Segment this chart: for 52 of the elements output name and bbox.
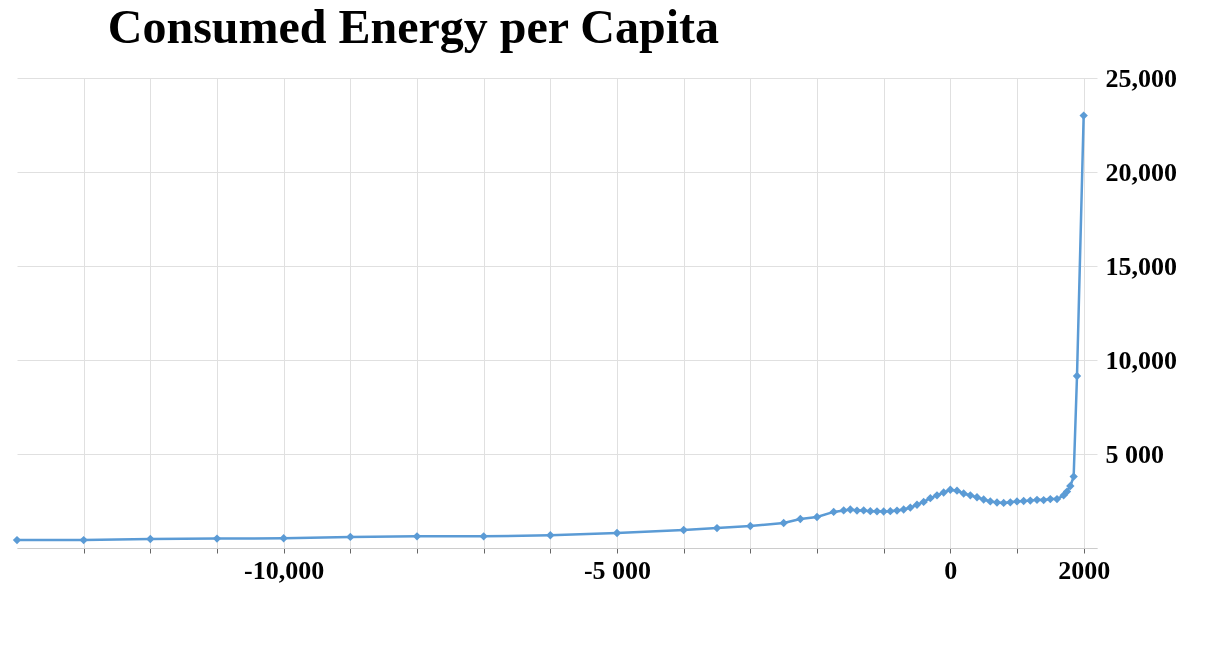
point [346, 532, 355, 542]
point [1066, 481, 1075, 491]
point [939, 488, 948, 497]
y-tick-label: 15,000 [1105, 251, 1177, 281]
point [412, 532, 422, 541]
point [212, 534, 222, 543]
point [932, 491, 942, 500]
point [899, 505, 908, 514]
point [546, 531, 555, 540]
point [679, 525, 688, 535]
point [1039, 495, 1048, 505]
point [1026, 496, 1035, 505]
point [812, 512, 822, 522]
point [1059, 491, 1068, 500]
point [146, 534, 155, 544]
point [1006, 498, 1015, 507]
point [829, 507, 838, 517]
point [79, 535, 88, 545]
point [946, 485, 955, 494]
x-tick-label: 2000 [1058, 555, 1111, 585]
y-tick-label: 5 000 [1105, 439, 1164, 469]
y-tick-label: 10,000 [1105, 345, 1177, 375]
point [779, 518, 788, 528]
point [912, 500, 922, 509]
point [859, 506, 868, 515]
point [839, 506, 848, 515]
x-tick-label: -5 000 [583, 555, 652, 585]
point [746, 521, 755, 531]
point [952, 486, 962, 495]
y-tick-label: 25,000 [1105, 63, 1177, 93]
point [1062, 487, 1072, 496]
point [919, 497, 928, 507]
point [479, 532, 488, 541]
point [879, 507, 888, 516]
x-tick-label: 0 [944, 555, 958, 585]
chart-title: Consumed Energy per Capita [107, 0, 719, 53]
point [966, 491, 975, 500]
point [906, 503, 915, 512]
y-tick-label: 20,000 [1105, 157, 1177, 187]
point [796, 514, 805, 524]
point [892, 506, 902, 515]
point [846, 505, 855, 514]
point [279, 534, 288, 543]
x-tick-label: -10,000 [244, 555, 325, 585]
point [926, 494, 935, 503]
point [1079, 111, 1088, 120]
point [979, 495, 988, 504]
point [1032, 495, 1042, 505]
point [986, 497, 995, 506]
point [1069, 472, 1078, 481]
point [972, 493, 982, 502]
point [959, 489, 968, 498]
